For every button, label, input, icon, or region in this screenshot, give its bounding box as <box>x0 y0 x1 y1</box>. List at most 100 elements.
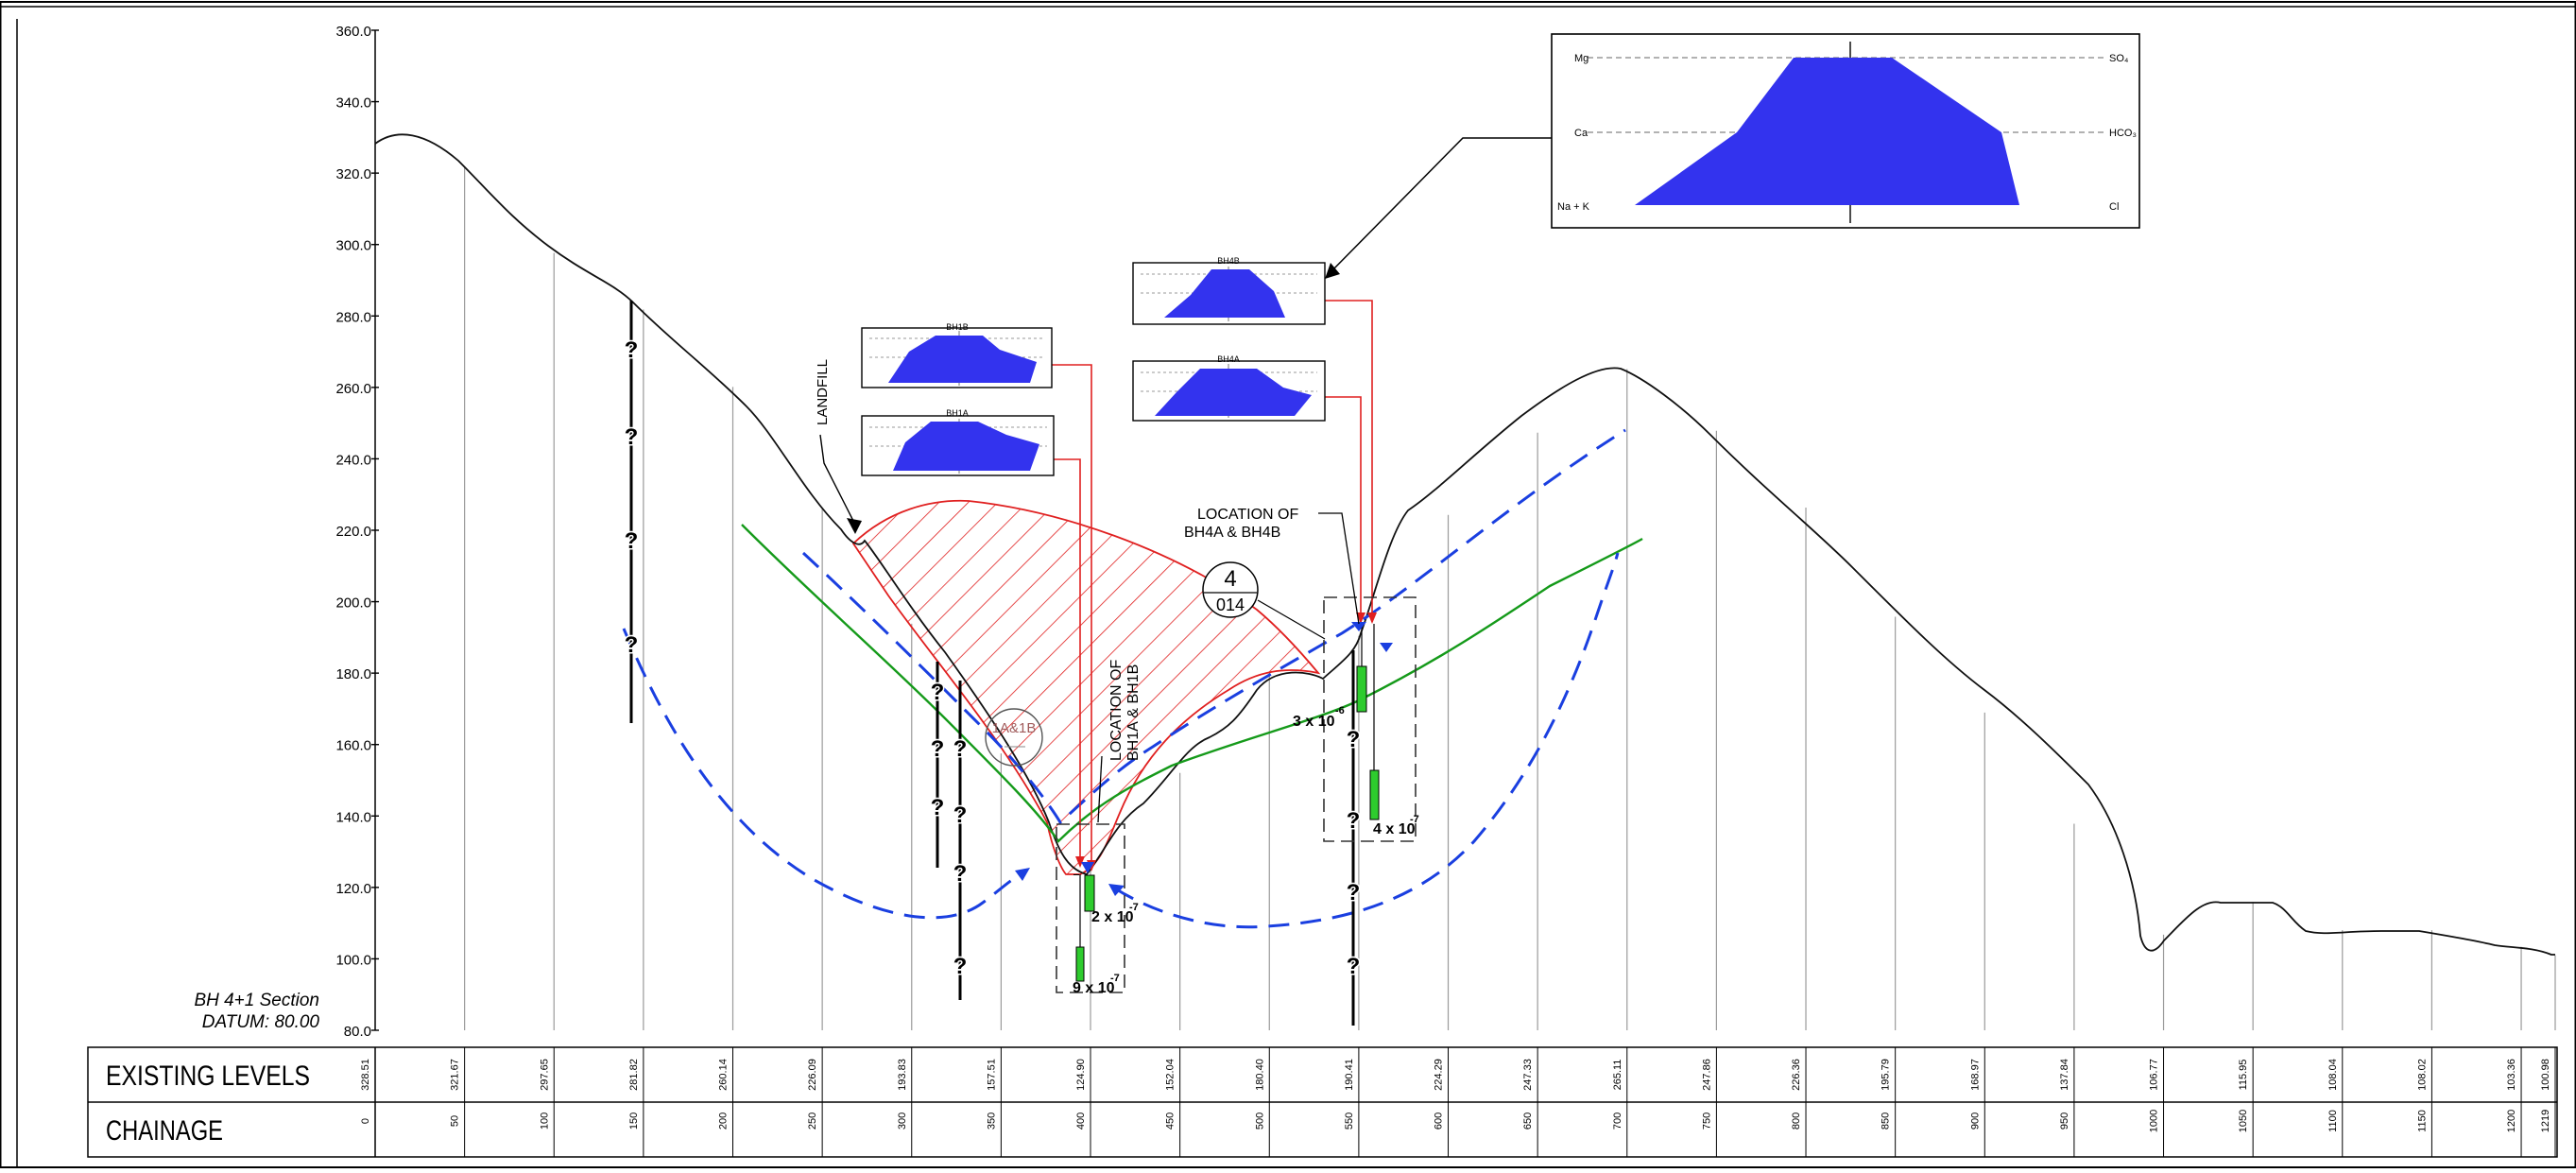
detail-box-bh4 <box>1323 596 1417 842</box>
y-tick-label: 220.0 <box>335 524 371 540</box>
section-title: BH 4+1 Section <box>194 991 319 1010</box>
svg-text:4: 4 <box>1224 566 1236 592</box>
svg-text:Ca: Ca <box>1574 128 1589 139</box>
svg-text:Na + K: Na + K <box>1557 201 1590 213</box>
chainage-cell: 600 <box>1434 1113 1445 1130</box>
question-mark: ? <box>625 528 639 554</box>
green-line <box>741 524 1643 843</box>
chainage-cell: 550 <box>1344 1113 1355 1130</box>
svg-text:LOCATION OF: LOCATION OF <box>1197 507 1298 523</box>
section-callout: 4 014 <box>1202 561 1326 640</box>
level-cell: 247.33 <box>1522 1059 1534 1091</box>
level-cell: 124.90 <box>1075 1059 1087 1091</box>
bh1-callout: 1A&1B <box>985 708 1043 767</box>
permeability-labels: 3 x 10 -6 4 x 10 -7 2 x 10 -7 9 x 10 -7 <box>1073 705 1419 996</box>
perm-bh4a: 3 x 10 <box>1293 714 1335 730</box>
question-mark: ? <box>1347 954 1361 979</box>
blue-dashed-left-arc <box>622 628 1026 920</box>
svg-text:BH1B: BH1B <box>946 322 969 332</box>
chainage-cell: 1150 <box>2416 1110 2428 1132</box>
svg-text:Mg: Mg <box>1574 53 1589 64</box>
landfill-area <box>851 499 1321 875</box>
chainage-cell: 1200 <box>2506 1110 2517 1132</box>
svg-text:-7: -7 <box>1129 902 1139 913</box>
svg-text:014: 014 <box>1216 595 1245 614</box>
level-cell: 226.36 <box>1791 1059 1802 1091</box>
chainage-cell: 1000 <box>2149 1110 2160 1132</box>
chainage-cell: 300 <box>897 1113 908 1130</box>
question-mark: ? <box>953 802 968 828</box>
svg-text:Cl: Cl <box>2109 201 2119 213</box>
chainage-cell: 450 <box>1165 1113 1176 1130</box>
blue-dashed-right-arc <box>1114 552 1620 929</box>
y-tick-label: 320.0 <box>335 166 371 182</box>
svg-text:-7: -7 <box>1110 973 1120 984</box>
existing-levels-label: EXISTING LEVELS <box>106 1061 310 1092</box>
landfill-label: LANDFILL <box>815 359 831 425</box>
level-cell: 168.97 <box>1969 1059 1981 1091</box>
perm-bh4b: 4 x 10 <box>1373 821 1416 837</box>
question-mark: ? <box>625 632 639 658</box>
stiff-bh1a: BH1A <box>861 408 1055 476</box>
question-mark: ? <box>1347 727 1361 752</box>
level-cell: 103.36 <box>2506 1059 2517 1091</box>
detail-box-bh1 <box>1056 823 1125 993</box>
chainage-cell: 150 <box>628 1113 640 1130</box>
chainage-cell: 900 <box>1969 1113 1981 1130</box>
perm-bh1b: 2 x 10 <box>1091 909 1134 925</box>
chainage-cell: 1219 <box>2540 1110 2551 1132</box>
y-tick-label: 200.0 <box>335 595 371 612</box>
y-tick-label: 140.0 <box>335 809 371 825</box>
level-cell: 190.41 <box>1344 1059 1355 1091</box>
question-mark: ? <box>625 424 639 450</box>
stiff-bh4a: BH4A <box>1132 354 1326 422</box>
level-cell: 180.40 <box>1254 1059 1265 1091</box>
level-cell: 265.11 <box>1612 1060 1623 1091</box>
chainage-label: CHAINAGE <box>106 1115 223 1147</box>
y-axis: 360.0 340.0 320.0 300.0 280.0 260.0 240.0 220.0… <box>335 24 379 1040</box>
well-screens <box>1073 622 1393 982</box>
question-mark: ? <box>931 795 945 820</box>
unknown-markers: ??????????????? <box>623 336 1362 981</box>
chainage-cell: 500 <box>1254 1113 1265 1130</box>
svg-text:BH4A: BH4A <box>1217 354 1240 364</box>
svg-text:SO₄: SO₄ <box>2109 53 2129 64</box>
svg-text:BH1A & BH1B: BH1A & BH1B <box>1125 664 1142 761</box>
chainage-cell: 750 <box>1701 1113 1712 1130</box>
svg-text:BH4B: BH4B <box>1217 256 1240 266</box>
question-mark: ? <box>1347 808 1361 834</box>
blue-dashed-upper <box>801 428 1626 825</box>
question-mark: ? <box>953 954 968 979</box>
level-cell: 157.51 <box>986 1059 997 1091</box>
chainage-cell: 800 <box>1791 1113 1802 1130</box>
level-cell: 224.29 <box>1434 1059 1445 1091</box>
chainage-cell: 650 <box>1522 1113 1534 1130</box>
level-cell: 152.04 <box>1165 1059 1176 1091</box>
svg-text:HCO₃: HCO₃ <box>2109 128 2137 139</box>
svg-text:-7: -7 <box>1410 814 1419 825</box>
y-tick-label: 80.0 <box>344 1024 371 1040</box>
svg-text:-6: -6 <box>1335 705 1345 716</box>
level-cell: 100.98 <box>2540 1059 2551 1091</box>
level-cell: 195.79 <box>1880 1059 1892 1091</box>
chainage-cell: 250 <box>807 1113 818 1130</box>
y-tick-label: 120.0 <box>335 881 371 897</box>
chainage-cell: 200 <box>718 1113 730 1130</box>
perm-bh1a: 9 x 10 <box>1073 980 1115 996</box>
chainage-cell: 1050 <box>2238 1110 2249 1132</box>
level-cell: 297.65 <box>539 1059 550 1091</box>
stiff-bh1b: BH1B <box>861 322 1053 388</box>
y-tick-label: 100.0 <box>335 952 371 968</box>
chainage-cell: 850 <box>1880 1113 1892 1130</box>
ground-profile <box>374 133 2555 956</box>
level-cell: 108.02 <box>2416 1059 2428 1091</box>
chainage-cell: 1100 <box>2327 1110 2339 1132</box>
level-cell: 106.77 <box>2149 1059 2160 1091</box>
stiff-leaders <box>1052 300 1373 870</box>
landfill-leader <box>819 434 856 526</box>
chainage-gridlines <box>464 166 2556 1030</box>
chainage-cell: 400 <box>1075 1113 1087 1130</box>
level-cell: 137.84 <box>2059 1059 2070 1091</box>
level-cell: 321.67 <box>450 1059 461 1091</box>
